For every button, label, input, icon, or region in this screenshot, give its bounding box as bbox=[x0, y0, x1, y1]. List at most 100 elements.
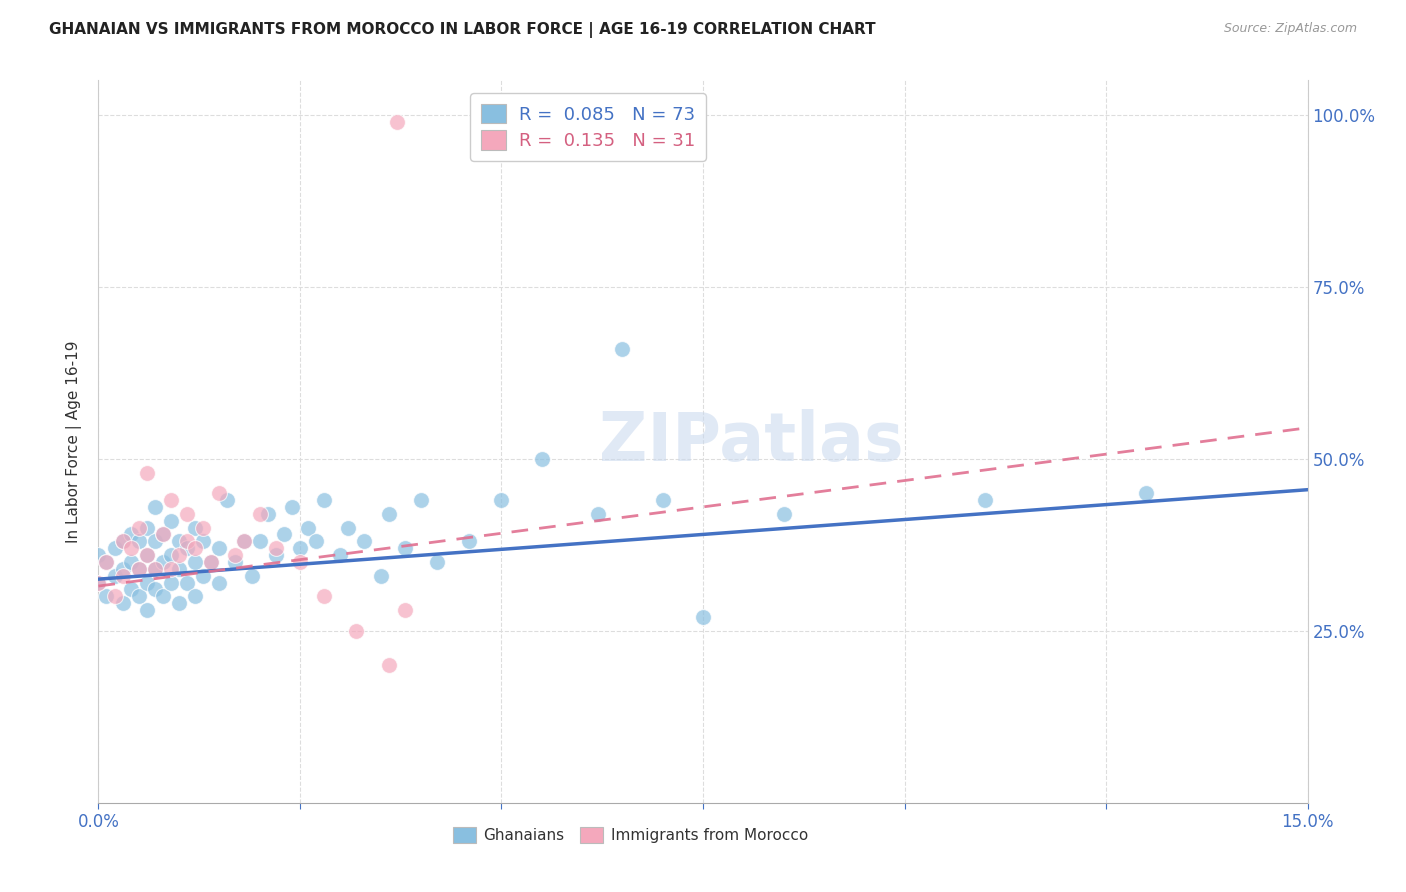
Point bbox=[128, 590, 150, 604]
Point bbox=[128, 520, 150, 534]
Point bbox=[96, 555, 118, 569]
Point bbox=[152, 555, 174, 569]
Point bbox=[167, 596, 190, 610]
Point bbox=[193, 520, 215, 534]
Point bbox=[176, 541, 198, 556]
Point bbox=[167, 548, 190, 562]
Point bbox=[152, 527, 174, 541]
Point bbox=[314, 493, 336, 508]
Point bbox=[974, 493, 997, 508]
Point bbox=[240, 568, 263, 582]
Point bbox=[96, 555, 118, 569]
Point bbox=[297, 520, 319, 534]
Point bbox=[160, 562, 183, 576]
Point bbox=[120, 555, 142, 569]
Point bbox=[184, 520, 207, 534]
Point bbox=[128, 534, 150, 549]
Point bbox=[651, 493, 673, 508]
Point bbox=[232, 534, 254, 549]
Point bbox=[152, 590, 174, 604]
Point bbox=[135, 575, 157, 590]
Point bbox=[160, 493, 183, 508]
Point bbox=[184, 590, 207, 604]
Point bbox=[135, 520, 157, 534]
Point bbox=[224, 555, 246, 569]
Point bbox=[176, 534, 198, 549]
Point bbox=[111, 568, 134, 582]
Point bbox=[612, 342, 634, 356]
Point bbox=[176, 507, 198, 521]
Point bbox=[288, 541, 311, 556]
Point bbox=[772, 507, 794, 521]
Point bbox=[143, 562, 166, 576]
Text: ZIPatlas: ZIPatlas bbox=[599, 409, 904, 475]
Y-axis label: In Labor Force | Age 16-19: In Labor Force | Age 16-19 bbox=[66, 340, 83, 543]
Point bbox=[135, 603, 157, 617]
Point bbox=[111, 534, 134, 549]
Point bbox=[143, 582, 166, 597]
Point bbox=[530, 451, 553, 466]
Point bbox=[160, 548, 183, 562]
Point bbox=[135, 548, 157, 562]
Point bbox=[143, 500, 166, 514]
Point bbox=[87, 575, 110, 590]
Point bbox=[152, 527, 174, 541]
Point bbox=[120, 527, 142, 541]
Point bbox=[96, 590, 118, 604]
Point bbox=[385, 114, 408, 128]
Point bbox=[409, 493, 432, 508]
Point bbox=[135, 466, 157, 480]
Point bbox=[224, 548, 246, 562]
Point bbox=[394, 603, 416, 617]
Point bbox=[200, 555, 222, 569]
Point bbox=[111, 562, 134, 576]
Point bbox=[87, 548, 110, 562]
Point bbox=[232, 534, 254, 549]
Point bbox=[193, 534, 215, 549]
Point bbox=[249, 507, 271, 521]
Point bbox=[370, 568, 392, 582]
Point bbox=[200, 555, 222, 569]
Point bbox=[143, 562, 166, 576]
Point bbox=[103, 568, 125, 582]
Point bbox=[103, 590, 125, 604]
Point bbox=[87, 575, 110, 590]
Point bbox=[692, 610, 714, 624]
Point bbox=[281, 500, 304, 514]
Point bbox=[264, 541, 287, 556]
Point bbox=[184, 555, 207, 569]
Point bbox=[208, 541, 231, 556]
Point bbox=[217, 493, 239, 508]
Point bbox=[377, 507, 399, 521]
Point bbox=[305, 534, 328, 549]
Point bbox=[167, 562, 190, 576]
Point bbox=[394, 541, 416, 556]
Point bbox=[103, 541, 125, 556]
Point bbox=[491, 493, 513, 508]
Point bbox=[1135, 486, 1157, 500]
Point bbox=[329, 548, 352, 562]
Point bbox=[111, 596, 134, 610]
Point bbox=[167, 534, 190, 549]
Point bbox=[344, 624, 367, 638]
Point bbox=[176, 575, 198, 590]
Point bbox=[426, 555, 449, 569]
Point bbox=[337, 520, 360, 534]
Point bbox=[128, 562, 150, 576]
Legend: Ghanaians, Immigrants from Morocco: Ghanaians, Immigrants from Morocco bbox=[447, 822, 814, 849]
Point bbox=[377, 658, 399, 673]
Point bbox=[458, 534, 481, 549]
Point bbox=[120, 582, 142, 597]
Point bbox=[143, 534, 166, 549]
Point bbox=[160, 575, 183, 590]
Point bbox=[208, 486, 231, 500]
Text: Source: ZipAtlas.com: Source: ZipAtlas.com bbox=[1223, 22, 1357, 36]
Point bbox=[256, 507, 278, 521]
Point bbox=[288, 555, 311, 569]
Point bbox=[111, 534, 134, 549]
Point bbox=[249, 534, 271, 549]
Point bbox=[160, 514, 183, 528]
Point bbox=[273, 527, 295, 541]
Point bbox=[120, 541, 142, 556]
Point bbox=[128, 562, 150, 576]
